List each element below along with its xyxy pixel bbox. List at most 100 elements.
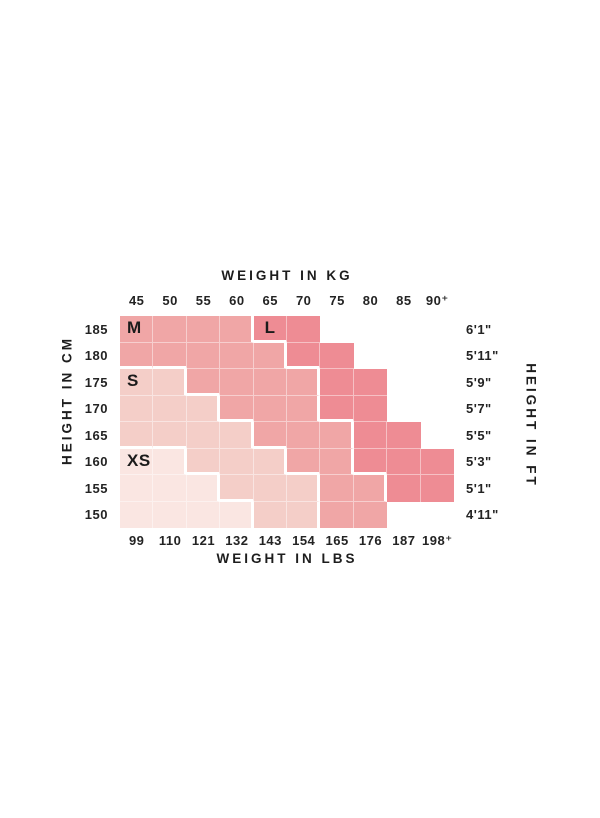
size-cell-xs (186, 475, 221, 502)
size-cell-l (353, 395, 388, 422)
cm-tick: 180 (84, 348, 108, 364)
kg-tick: 55 (195, 293, 212, 308)
ft-tick: 5'5" (466, 427, 492, 443)
x-axis-title-lbs: WEIGHT IN LBS (216, 551, 358, 566)
size-cell-xs (153, 501, 187, 528)
size-cell-s (186, 395, 221, 422)
size-cell-xs (120, 475, 154, 502)
size-cell-m (153, 316, 187, 343)
cm-tick: 160 (84, 454, 108, 470)
size-cell-s (287, 501, 321, 528)
lbs-tick: 132 (225, 533, 249, 548)
size-cell-m (320, 448, 354, 475)
kg-tick: 50 (162, 293, 178, 308)
lbs-tick: 143 (258, 533, 282, 548)
size-cell-m (253, 422, 287, 449)
size-cell-l (287, 342, 321, 369)
size-cell-s (220, 422, 254, 449)
size-cell-s (153, 395, 187, 422)
size-cell-s (220, 448, 254, 475)
size-cell-s (120, 422, 154, 449)
size-cell-xs (120, 448, 154, 475)
kg-tick: 90⁺ (425, 293, 449, 308)
size-region-label-s: S (127, 371, 139, 390)
size-cell-xs (220, 501, 254, 528)
cm-tick: 165 (84, 427, 108, 443)
lbs-tick: 187 (392, 533, 416, 548)
size-cell-l (253, 316, 287, 343)
kg-tick: 80 (362, 293, 379, 308)
lbs-tick: 176 (358, 533, 383, 548)
size-cell-xs (120, 501, 154, 528)
lbs-tick: 198⁺ (422, 533, 453, 548)
size-cell-m (253, 342, 287, 369)
size-cell-m (287, 422, 321, 449)
ft-tick: 5'11" (466, 348, 499, 364)
size-cell-s (120, 395, 154, 422)
size-cell-xs (153, 448, 187, 475)
ft-tick: 5'1" (466, 480, 492, 496)
size-cell-xs (186, 501, 221, 528)
size-cell-s (120, 369, 154, 396)
kg-tick: 70 (295, 293, 312, 308)
ft-tick: 4'11" (466, 507, 499, 523)
lbs-tick: 165 (325, 533, 349, 548)
y-axis-title-cm: HEIGHT IN CM (59, 336, 75, 465)
size-cell-s (287, 475, 321, 502)
size-cell-m (186, 369, 221, 396)
size-cell-m (120, 342, 154, 369)
size-cell-m (153, 342, 187, 369)
cm-tick: 170 (84, 401, 108, 417)
size-cell-xs (153, 475, 187, 502)
size-cell-m (320, 501, 354, 528)
size-region-label-l: L (264, 318, 276, 337)
size-cell-s (253, 501, 287, 528)
size-region-label-xs: XS (127, 450, 151, 470)
size-cell-m (353, 501, 388, 528)
size-cell-s (186, 422, 221, 449)
size-cell-m (287, 395, 321, 422)
size-cell-l (387, 448, 421, 475)
size-cell-s (220, 475, 254, 502)
size-cell-s (186, 448, 221, 475)
size-cell-m (253, 369, 287, 396)
size-cell-m (220, 369, 254, 396)
size-cell-m (287, 369, 321, 396)
size-cell-m (320, 422, 354, 449)
size-cell-s (253, 475, 287, 502)
kg-tick: 45 (128, 293, 145, 308)
size-cell-l (320, 342, 354, 369)
kg-tick: 75 (329, 293, 345, 308)
size-cell-l (387, 422, 421, 449)
size-cell-m (120, 316, 154, 343)
cm-tick: 175 (84, 374, 108, 390)
lbs-tick: 121 (191, 533, 216, 548)
cm-tick: 185 (84, 321, 108, 337)
size-cell-m (287, 448, 321, 475)
lbs-tick: 110 (158, 533, 182, 548)
size-cell-m (186, 316, 221, 343)
size-cell-s (153, 369, 187, 396)
size-cell-s (153, 422, 187, 449)
lbs-tick: 99 (128, 533, 145, 548)
size-cell-l (320, 395, 354, 422)
size-cell-l (353, 422, 388, 449)
ft-tick: 6'1" (466, 321, 492, 337)
size-cell-l (320, 369, 354, 396)
size-cell-l (387, 475, 421, 502)
ft-tick: 5'7" (466, 401, 492, 417)
size-cell-m (253, 395, 287, 422)
cm-tick: 155 (84, 480, 108, 496)
size-cell-m (186, 342, 221, 369)
ft-tick: 5'9" (466, 374, 492, 390)
kg-tick: 60 (229, 293, 245, 308)
ft-tick: 5'3" (466, 454, 492, 470)
kg-tick: 85 (396, 293, 412, 308)
kg-tick: 65 (262, 293, 279, 308)
cm-tick: 150 (84, 507, 108, 523)
size-cell-l (287, 316, 321, 343)
size-cell-l (420, 475, 454, 502)
size-cell-m (320, 475, 354, 502)
